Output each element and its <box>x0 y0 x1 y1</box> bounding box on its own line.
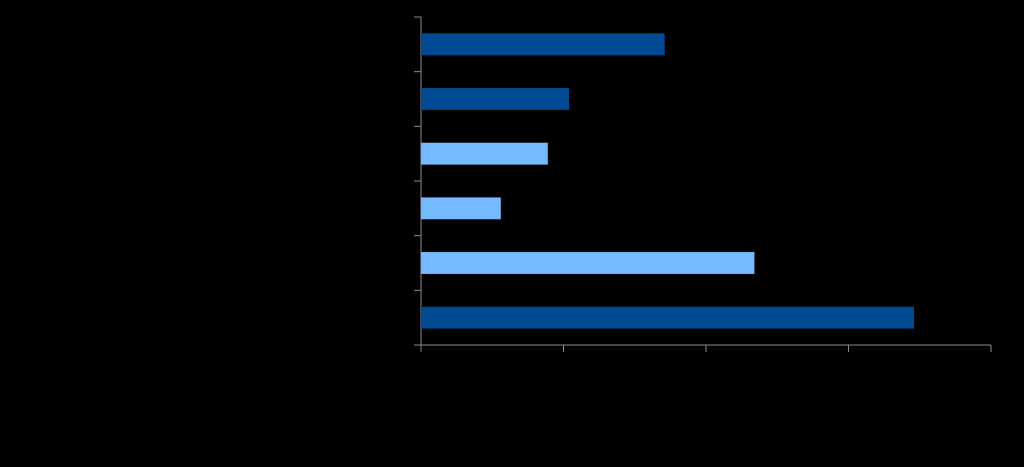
bar <box>421 197 501 220</box>
bar <box>421 33 665 56</box>
bar <box>421 142 548 165</box>
bar <box>421 88 570 110</box>
bar <box>421 252 755 274</box>
bar <box>421 306 915 329</box>
